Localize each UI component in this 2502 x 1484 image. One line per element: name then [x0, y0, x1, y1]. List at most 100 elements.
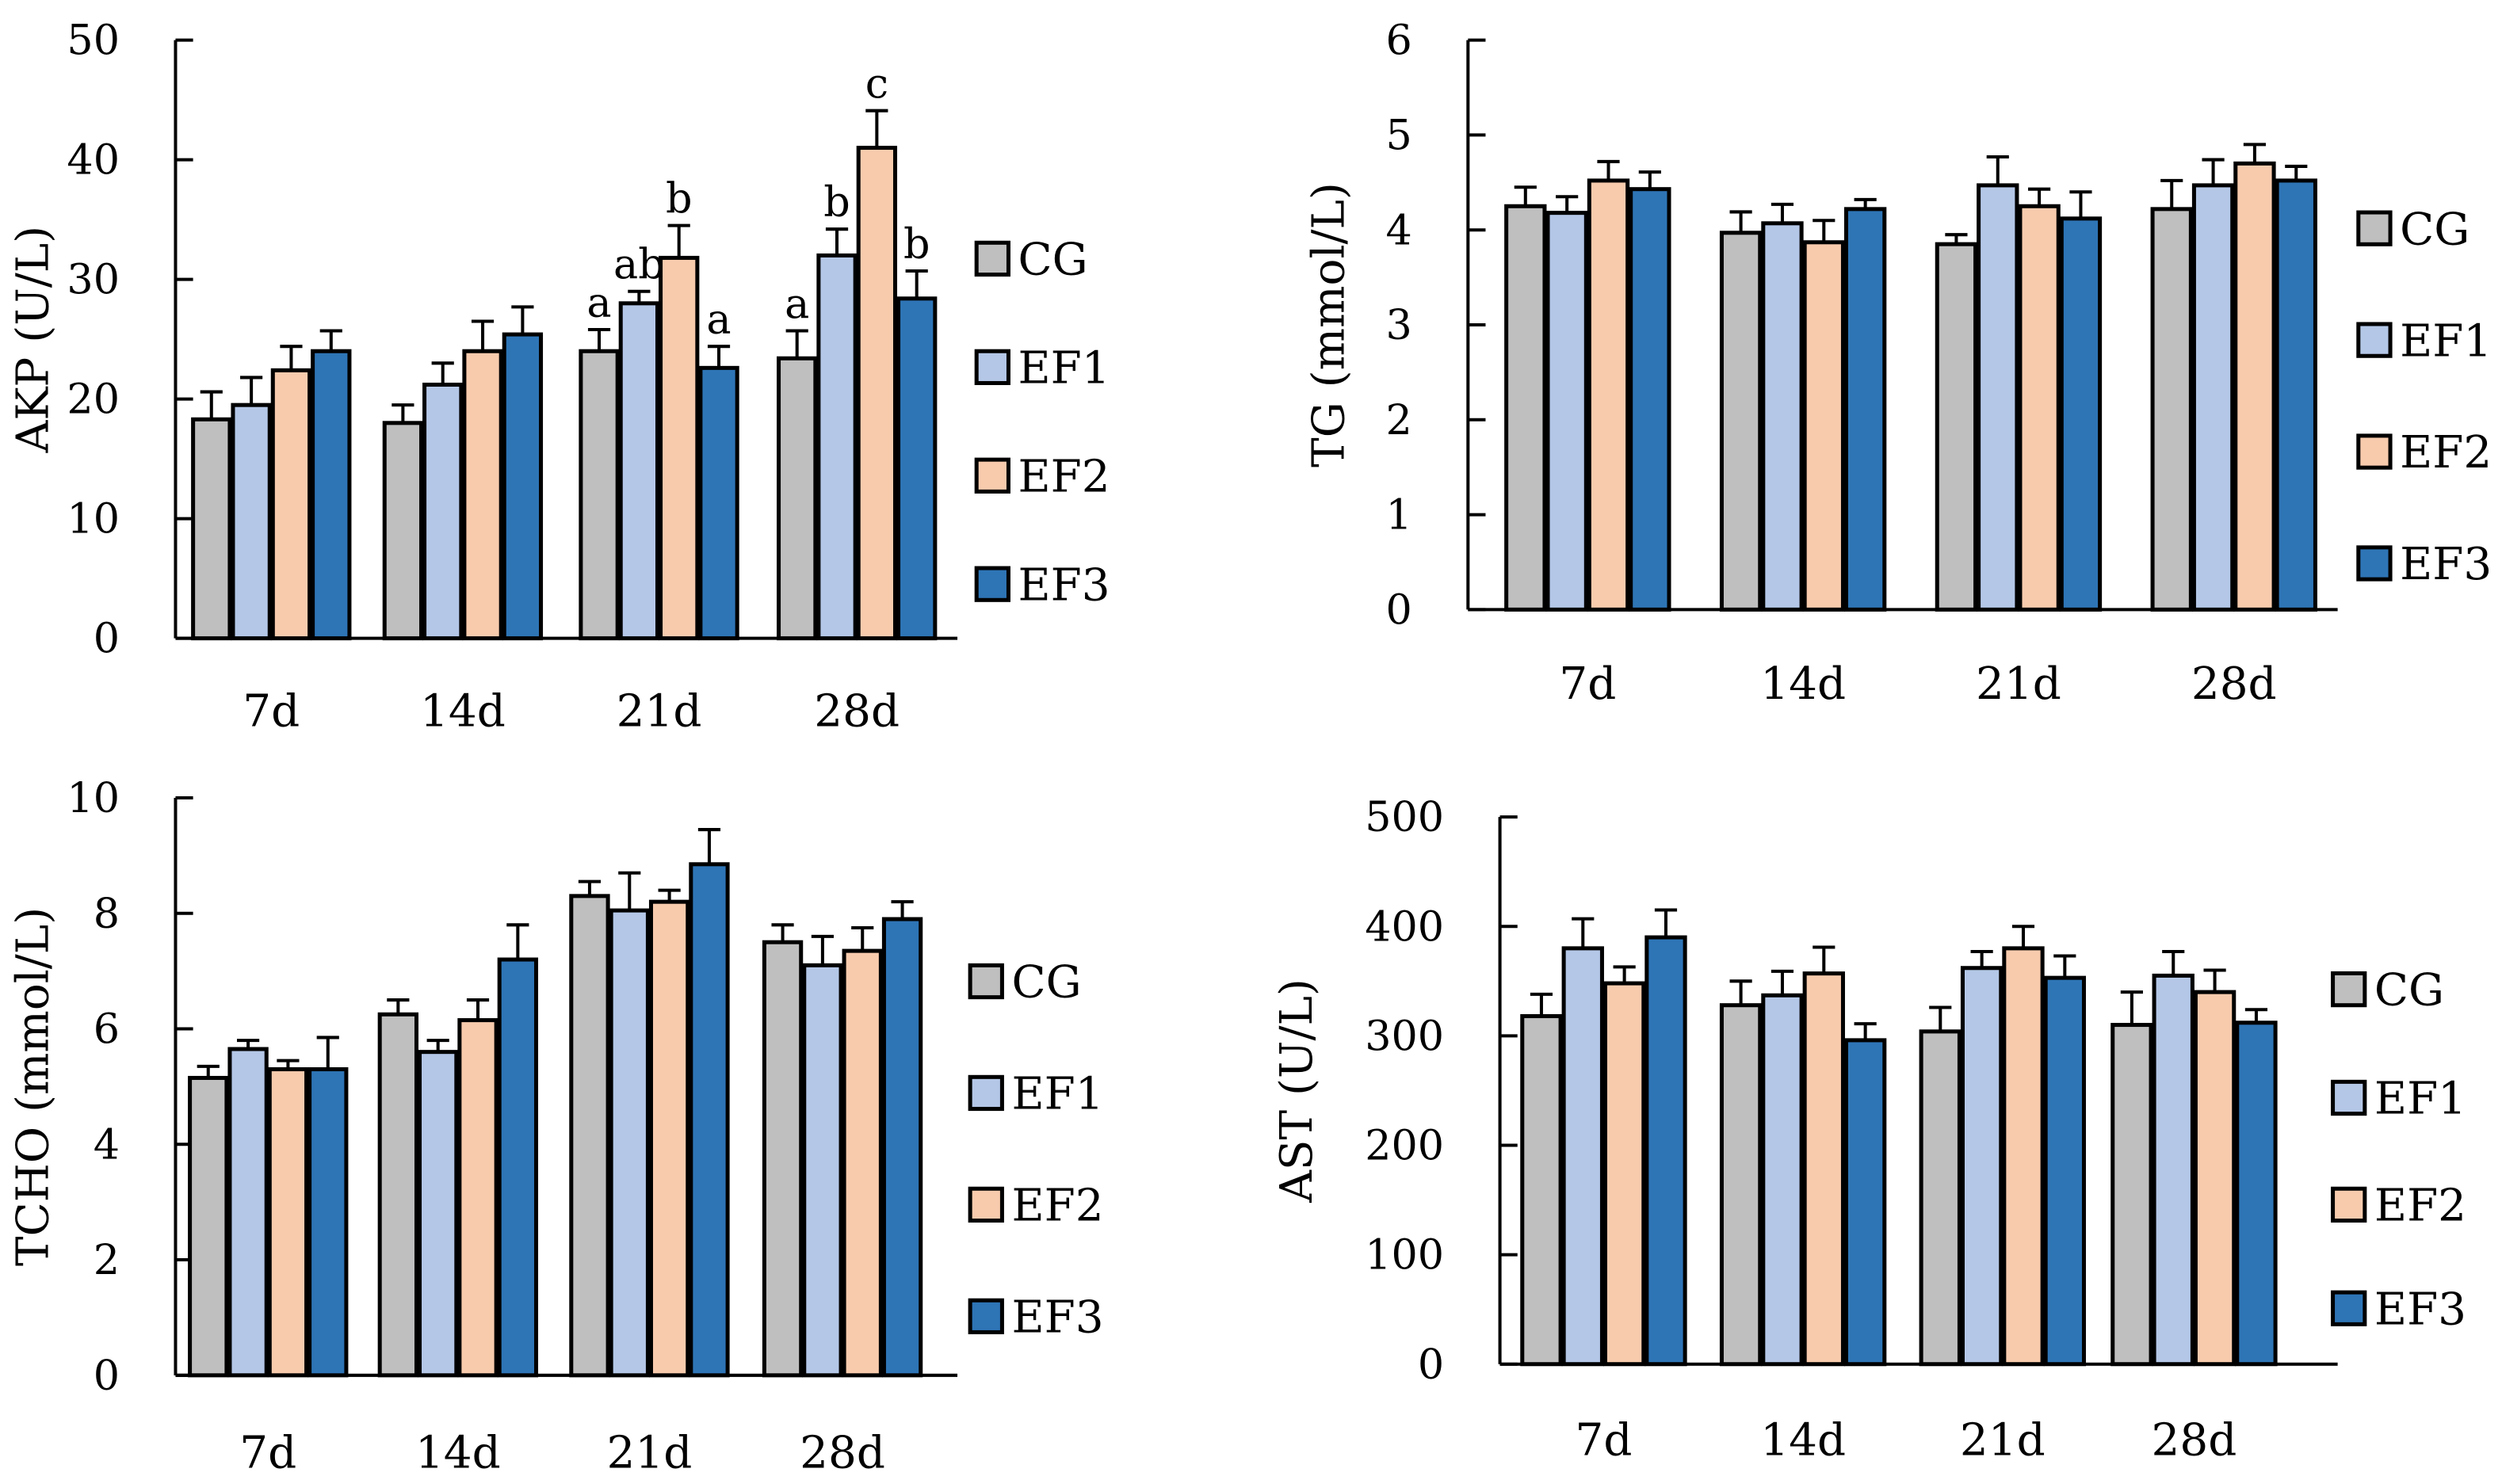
- bar-ef1: [618, 301, 660, 641]
- significance-letter: ab: [613, 241, 665, 289]
- legend-label: EF2: [2400, 427, 2492, 479]
- legend-swatch-ef2: [2356, 433, 2393, 470]
- x-tick-label: 28d: [814, 685, 900, 737]
- legend-swatch-ef1: [2356, 322, 2393, 358]
- y-axis-label: AKP (U/L): [7, 226, 59, 454]
- x-tick-label: 21d: [617, 685, 702, 737]
- bar-ef2: [1802, 240, 1845, 612]
- bar-cg: [1719, 231, 1763, 612]
- y-tick-label: 4: [1386, 206, 1412, 254]
- bar-ef2: [2002, 946, 2045, 1367]
- panel-ast: 0 100 200 300 400 500 AST (U/L) 7d 14d 21d 28d CG EF…: [1271, 793, 2466, 1466]
- bar-ef2: [2233, 161, 2276, 612]
- y-tick-label: 20: [67, 376, 120, 424]
- legend-swatch-ef1: [968, 1074, 1004, 1112]
- bar-cg: [569, 894, 610, 1378]
- x-tick-label: 14d: [1760, 1414, 1846, 1466]
- x-tick-label: 21d: [607, 1428, 693, 1479]
- bar-cg: [191, 417, 232, 641]
- y-tick-label: 2: [94, 1236, 120, 1284]
- bar-ef3: [1644, 935, 1687, 1367]
- y-tick-label: 0: [94, 1352, 120, 1400]
- legend-label: EF3: [2400, 539, 2492, 590]
- y-axis-label: TCHO (mmol/L): [7, 907, 59, 1266]
- legend-swatch-ef3: [968, 1298, 1004, 1334]
- y-tick-label: 1: [1386, 491, 1412, 540]
- bar-ef3: [2043, 975, 2087, 1367]
- bar-ef3: [502, 332, 544, 641]
- legend-swatch-cg: [968, 963, 1004, 1000]
- y-tick-label: 6: [94, 1005, 120, 1054]
- bar-ef1: [227, 1047, 269, 1378]
- legend-label: EF3: [1018, 559, 1110, 611]
- bar-ef2: [842, 948, 883, 1378]
- x-tick-label: 28d: [2191, 658, 2277, 710]
- y-tick-label: 0: [94, 615, 120, 663]
- bar-ef1: [1977, 183, 2019, 612]
- y-tick-label: 4: [94, 1120, 120, 1169]
- bar-ef3: [1629, 187, 1671, 612]
- bar-ef2: [1602, 981, 1646, 1367]
- legend-label: EF1: [2400, 315, 2492, 367]
- bar-ef2: [457, 1018, 498, 1378]
- legend-label: CG: [2400, 204, 2470, 255]
- legend-label: EF2: [1011, 1181, 1103, 1232]
- bar-ef2: [462, 349, 503, 641]
- legend-swatch-cg: [974, 240, 1010, 277]
- legend-label: EF3: [2374, 1284, 2466, 1335]
- bar-ef1: [802, 963, 843, 1378]
- y-axis-label: AST (U/L): [1271, 979, 1323, 1204]
- bar-ef1: [418, 1050, 459, 1378]
- x-tick-label: 7d: [239, 1428, 296, 1479]
- legend-swatch-ef3: [2356, 545, 2393, 582]
- significance-letter: a: [706, 296, 731, 344]
- bar-ef1: [2152, 973, 2195, 1367]
- bar-cg: [579, 349, 620, 641]
- bar-ef2: [267, 1067, 309, 1378]
- x-tick-label: 28d: [800, 1428, 885, 1479]
- significance-letter: b: [823, 178, 850, 227]
- y-tick-label: 5: [1386, 112, 1412, 160]
- bar-ef2: [659, 255, 700, 641]
- legend-swatch-cg: [2356, 210, 2393, 246]
- bar-cg: [1719, 1003, 1763, 1367]
- bar-ef1: [1545, 211, 1588, 612]
- bar-ef1: [816, 253, 858, 641]
- bar-cg: [1504, 204, 1547, 612]
- legend-label: EF1: [2374, 1074, 2466, 1125]
- legend-swatch-ef1: [974, 349, 1010, 386]
- bar-ef3: [896, 296, 938, 641]
- y-tick-label: 2: [1386, 396, 1412, 444]
- bar-cg: [1935, 242, 1978, 612]
- legend-label: CG: [1011, 957, 1081, 1009]
- bar-cg: [1919, 1029, 1961, 1367]
- bar-ef2: [648, 899, 690, 1378]
- bar-ef3: [311, 349, 352, 641]
- bar-ef1: [231, 402, 272, 641]
- legend-label: CG: [2374, 965, 2444, 1017]
- legend-swatch-ef2: [974, 457, 1010, 494]
- legend-swatch-ef1: [2331, 1079, 2367, 1116]
- bar-ef1: [1561, 946, 1604, 1367]
- y-tick-label: 50: [67, 17, 120, 65]
- bar-cg: [1520, 1013, 1563, 1367]
- y-tick-label: 8: [94, 890, 120, 938]
- bar-ef3: [1843, 207, 1887, 612]
- bar-ef2: [1587, 178, 1630, 612]
- bar-ef2: [856, 145, 898, 641]
- bar-cg: [2150, 207, 2193, 612]
- y-tick-label: 0: [1386, 586, 1412, 635]
- y-tick-label: 10: [67, 774, 120, 822]
- bar-ef1: [1960, 966, 2004, 1367]
- significance-letter: b: [903, 220, 930, 269]
- bar-ef2: [2193, 990, 2237, 1367]
- bar-ef2: [2018, 204, 2061, 612]
- significance-letter: a: [785, 280, 809, 328]
- bar-ef3: [1843, 1038, 1887, 1367]
- bar-ef1: [422, 382, 464, 641]
- y-axis-label: TG (mmol/L): [1303, 182, 1354, 467]
- significance-letter: a: [586, 279, 611, 327]
- significance-letter: b: [666, 175, 693, 223]
